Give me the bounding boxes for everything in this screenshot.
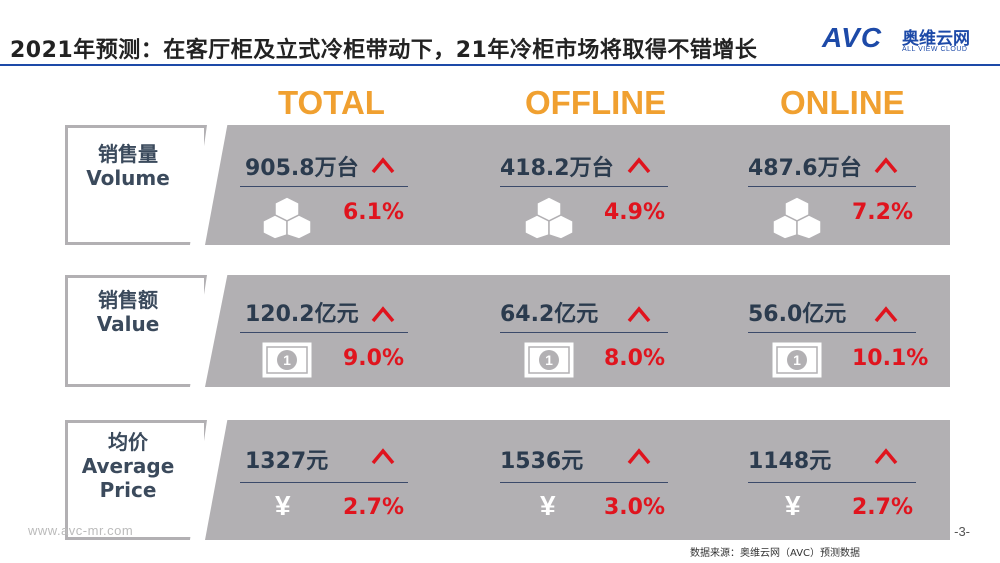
title-rule xyxy=(0,64,1000,66)
up-arrow-icon xyxy=(874,306,898,323)
logo-mark: AVC xyxy=(822,22,883,53)
divider xyxy=(500,332,668,333)
divider xyxy=(500,186,668,187)
value-offline-value: 64.2亿元 xyxy=(500,302,599,327)
price-online-growth: 2.7% xyxy=(852,495,914,520)
value-label: 销售额 Value xyxy=(68,288,188,336)
volume-total-growth: 6.1% xyxy=(343,200,405,225)
volume-total-value: 905.8万台 xyxy=(245,156,359,181)
yen-icon: ¥ xyxy=(785,490,801,521)
price-total-growth: 2.7% xyxy=(343,495,405,520)
price-online-value: 1148元 xyxy=(748,449,832,474)
volume-online-growth: 7.2% xyxy=(852,200,914,225)
value-label-box xyxy=(65,275,207,387)
up-arrow-icon xyxy=(371,448,395,465)
value-total-value: 120.2亿元 xyxy=(245,302,359,327)
avc-logo: AVC 奥维云网 ALL VIEW CLOUD xyxy=(822,22,972,58)
cubes-icon xyxy=(524,196,574,239)
volume-label: 销售量 Volume xyxy=(68,142,188,190)
divider xyxy=(748,482,916,483)
data-source-note: 数据来源：奥维云网（AVC）预测数据 xyxy=(690,548,861,559)
price-label-en-1: Average xyxy=(81,454,175,478)
banknote-icon: 1 xyxy=(772,342,822,378)
column-header-offline: OFFLINE xyxy=(525,84,667,121)
volume-offline-value: 418.2万台 xyxy=(500,156,614,181)
value-online-growth: 10.1% xyxy=(852,346,929,371)
up-arrow-icon xyxy=(627,306,651,323)
divider xyxy=(240,482,408,483)
page-number: -3- xyxy=(954,524,970,539)
yen-icon: ¥ xyxy=(540,490,556,521)
up-arrow-icon xyxy=(371,306,395,323)
banknote-digit: 1 xyxy=(545,352,553,368)
value-offline-growth: 8.0% xyxy=(604,346,666,371)
footer-url: www.avc-mr.com xyxy=(28,523,134,538)
page-title: 2021年预测：在客厅柜及立式冷柜带动下，21年冷柜市场将取得不错增长 xyxy=(10,38,758,63)
price-total-value: 1327元 xyxy=(245,449,329,474)
up-arrow-icon xyxy=(371,157,395,174)
yen-icon: ¥ xyxy=(275,490,291,521)
value-total-growth: 9.0% xyxy=(343,346,405,371)
value-row-panel xyxy=(205,275,950,387)
value-online-value: 56.0亿元 xyxy=(748,302,847,327)
logo-cn: 奥维云网 xyxy=(902,29,970,49)
divider xyxy=(748,332,916,333)
price-offline-growth: 3.0% xyxy=(604,495,666,520)
banknote-digit: 1 xyxy=(283,352,291,368)
value-label-en: Value xyxy=(96,312,160,336)
column-header-online: ONLINE xyxy=(780,84,905,121)
price-row-panel xyxy=(205,420,950,540)
column-header-total: TOTAL xyxy=(278,84,385,121)
volume-label-en: Volume xyxy=(86,166,170,190)
up-arrow-icon xyxy=(874,448,898,465)
cubes-icon xyxy=(262,196,312,239)
price-offline-value: 1536元 xyxy=(500,449,584,474)
divider xyxy=(240,186,408,187)
value-label-cn: 销售额 xyxy=(98,288,158,312)
volume-label-cn: 销售量 xyxy=(98,142,158,166)
up-arrow-icon xyxy=(627,448,651,465)
up-arrow-icon xyxy=(874,157,898,174)
logo-en: ALL VIEW CLOUD xyxy=(902,46,968,53)
cubes-icon xyxy=(772,196,822,239)
banknote-icon: 1 xyxy=(524,342,574,378)
price-label-en-2: Price xyxy=(99,478,157,502)
price-label-cn: 均价 xyxy=(108,430,148,454)
divider xyxy=(748,186,916,187)
divider xyxy=(240,332,408,333)
price-label: 均价 Average Price xyxy=(68,430,188,502)
volume-row-panel xyxy=(205,125,950,245)
divider xyxy=(500,482,668,483)
volume-online-value: 487.6万台 xyxy=(748,156,862,181)
up-arrow-icon xyxy=(627,157,651,174)
banknote-icon: 1 xyxy=(262,342,312,378)
banknote-digit: 1 xyxy=(793,352,801,368)
volume-offline-growth: 4.9% xyxy=(604,200,666,225)
